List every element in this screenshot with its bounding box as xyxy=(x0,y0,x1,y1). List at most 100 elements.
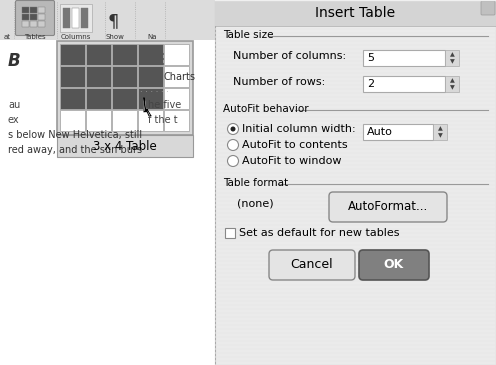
Bar xyxy=(215,232,496,234)
Bar xyxy=(215,64,496,66)
Bar xyxy=(215,348,496,350)
Bar xyxy=(60,66,85,87)
Text: Table format: Table format xyxy=(223,178,288,188)
Bar xyxy=(215,12,496,14)
Bar xyxy=(215,136,496,138)
Bar xyxy=(215,228,496,230)
Bar xyxy=(38,14,45,20)
Text: red away, and the sun burs: red away, and the sun burs xyxy=(8,145,142,155)
Bar xyxy=(215,76,496,78)
Text: ▲: ▲ xyxy=(450,78,454,83)
Bar xyxy=(215,32,496,34)
Text: 5: 5 xyxy=(367,53,374,63)
Bar xyxy=(72,8,79,28)
Bar xyxy=(38,7,45,13)
Bar xyxy=(215,360,496,362)
Bar xyxy=(215,356,496,358)
Bar xyxy=(215,236,496,238)
Bar xyxy=(215,184,496,186)
Circle shape xyxy=(228,123,239,134)
Text: Tables: Tables xyxy=(24,34,46,40)
Text: B: B xyxy=(8,52,21,70)
Bar xyxy=(63,8,70,28)
Bar xyxy=(215,276,496,278)
Bar xyxy=(215,204,496,206)
Text: Number of columns:: Number of columns: xyxy=(233,51,346,61)
Bar xyxy=(215,200,496,202)
Text: Show: Show xyxy=(106,34,124,40)
Bar xyxy=(215,104,496,106)
Bar xyxy=(215,268,496,270)
FancyBboxPatch shape xyxy=(269,250,355,280)
Bar xyxy=(215,272,496,274)
Bar xyxy=(164,88,189,109)
Text: he five: he five xyxy=(148,100,181,110)
Bar xyxy=(112,110,137,131)
Bar xyxy=(215,216,496,218)
Bar xyxy=(86,44,111,65)
Text: 2: 2 xyxy=(367,79,374,89)
Bar xyxy=(215,0,496,365)
Bar xyxy=(215,252,496,254)
Bar xyxy=(215,312,496,314)
Bar xyxy=(215,20,496,22)
Text: Insert Table: Insert Table xyxy=(315,6,396,20)
Circle shape xyxy=(231,127,236,131)
Bar xyxy=(215,24,496,26)
Bar xyxy=(138,44,163,65)
Bar xyxy=(0,40,215,365)
Bar xyxy=(215,344,496,346)
Bar xyxy=(112,88,137,109)
Bar xyxy=(22,14,29,20)
Bar xyxy=(215,320,496,322)
Bar xyxy=(215,244,496,246)
Bar xyxy=(215,48,496,50)
Bar xyxy=(215,284,496,286)
Bar xyxy=(215,280,496,282)
Text: s below New Helvetica, still: s below New Helvetica, still xyxy=(8,130,142,140)
Bar xyxy=(215,88,496,90)
Text: Set as default for new tables: Set as default for new tables xyxy=(239,228,399,238)
Text: 3 x 4 Table: 3 x 4 Table xyxy=(93,139,157,153)
FancyBboxPatch shape xyxy=(359,250,429,280)
Text: ▼: ▼ xyxy=(450,85,454,90)
Bar xyxy=(164,66,189,87)
Bar xyxy=(215,328,496,330)
Bar xyxy=(86,88,111,109)
Text: AutoFit behavior: AutoFit behavior xyxy=(223,104,309,114)
Bar xyxy=(215,248,496,250)
FancyBboxPatch shape xyxy=(329,192,447,222)
Bar xyxy=(215,68,496,70)
Bar xyxy=(215,140,496,142)
Text: ▼: ▼ xyxy=(450,59,454,64)
Circle shape xyxy=(228,139,239,150)
Bar xyxy=(30,14,37,20)
Text: Number of rows:: Number of rows: xyxy=(233,77,325,87)
Bar xyxy=(215,92,496,94)
Text: ▼: ▼ xyxy=(437,133,442,138)
FancyBboxPatch shape xyxy=(15,0,55,35)
Bar xyxy=(215,324,496,326)
Bar xyxy=(215,164,496,166)
Bar xyxy=(215,220,496,222)
Text: ▲: ▲ xyxy=(437,126,442,131)
Text: Na: Na xyxy=(147,34,157,40)
Bar xyxy=(215,44,496,46)
Bar xyxy=(215,336,496,338)
Text: Table size: Table size xyxy=(223,30,273,40)
Bar xyxy=(215,84,496,86)
Text: OK: OK xyxy=(384,258,404,272)
Bar xyxy=(215,132,496,134)
Bar xyxy=(30,7,37,13)
Bar xyxy=(215,116,496,118)
Bar xyxy=(215,192,496,194)
Text: (none): (none) xyxy=(237,198,274,208)
Bar xyxy=(215,196,496,198)
Bar xyxy=(57,135,193,157)
Text: Charts: Charts xyxy=(163,72,195,82)
Bar xyxy=(215,260,496,262)
Circle shape xyxy=(228,155,239,166)
Bar xyxy=(215,148,496,150)
Bar xyxy=(81,8,88,28)
Bar xyxy=(215,80,496,82)
